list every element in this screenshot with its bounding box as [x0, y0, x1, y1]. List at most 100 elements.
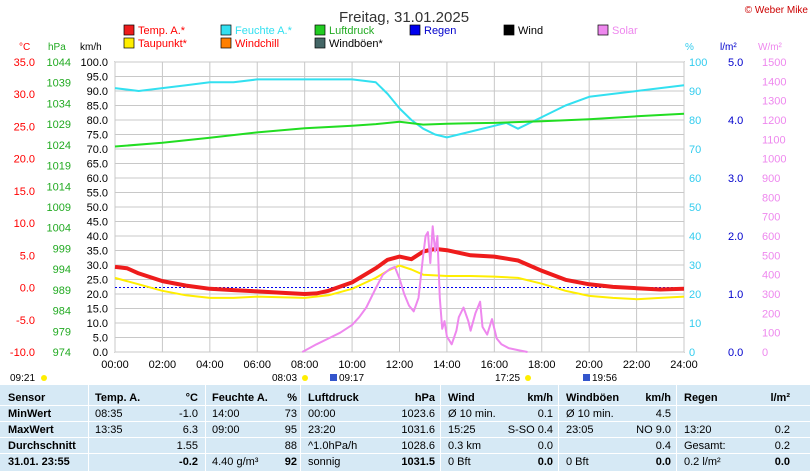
press-tick-label: 1009 [47, 202, 71, 214]
stats-value: 0.0 [537, 440, 553, 452]
legend-label: Windböen* [329, 38, 384, 50]
legend-swatch [314, 24, 326, 36]
stats-value: 0.0 [655, 456, 671, 468]
stats-header-unit: °C [185, 392, 198, 404]
wind-tick-label: 95.0 [87, 72, 108, 84]
stats-value: 4.5 [655, 408, 671, 420]
press-tick-label: 984 [53, 306, 71, 318]
stats-cell: 0 Bft [566, 456, 589, 468]
x-tick-label: 22:00 [623, 359, 651, 371]
wind-tick-label: 100.0 [80, 57, 108, 69]
stats-cell: 4.40 g/m³ [212, 456, 259, 468]
stats-cell: Gesamt: [684, 440, 726, 452]
series-line [114, 264, 685, 301]
press-tick-label: 1014 [47, 181, 71, 193]
stats-cell: 14:00 [212, 408, 240, 420]
stats-cell: 23:20 [308, 424, 336, 436]
stats-value: 1031.5 [401, 456, 435, 468]
chart-legend: Temp. A.* Feuchte A.* Luftdruck Regen Wind So… [123, 24, 638, 50]
rain-tick-label: 0.0 [728, 347, 743, 359]
stats-cell: 00:00 [308, 408, 336, 420]
hum-tick-label: 100 [689, 57, 707, 69]
stats-row-divider [0, 405, 810, 406]
temp-tick-label: 0.0 [20, 283, 35, 295]
stats-cell: 09:00 [212, 424, 240, 436]
solar-tick-label: 500 [762, 250, 780, 262]
wind-tick-label: 35.0 [87, 246, 108, 258]
legend-label: Solar [612, 25, 638, 37]
press-tick-label: 1039 [47, 78, 71, 90]
legend-swatch [220, 24, 232, 36]
sun-moon-markers: 09:21 08:03 09:17 17:25 19:56 [10, 373, 617, 384]
x-tick-label: 20:00 [575, 359, 603, 371]
wind-tick-label: 85.0 [87, 101, 108, 113]
stats-cell: 0.3 km [448, 440, 482, 452]
temp-tick-label: 20.0 [14, 154, 35, 166]
press-tick-label: 1034 [47, 98, 71, 110]
solar-tick-label: 600 [762, 231, 780, 243]
legend-label: Taupunkt* [138, 38, 188, 50]
solar-tick-label: 700 [762, 212, 780, 224]
hum-tick-label: 10 [689, 318, 701, 330]
solar-tick-label: 200 [762, 308, 780, 320]
stats-header-unit: l/m² [770, 392, 790, 404]
stats-cell: 13:35 [95, 424, 123, 436]
solar-tick-label: 1100 [762, 134, 786, 146]
stats-header: Sensor [8, 392, 46, 404]
wind-tick-label: 50.0 [87, 202, 108, 214]
wind-tick-label: 90.0 [87, 86, 108, 98]
stats-value: 0.4 [655, 440, 671, 452]
temp-tick-label: 10.0 [14, 218, 35, 230]
hum-tick-label: 20 [689, 289, 701, 301]
stats-column-divider [300, 385, 301, 471]
press-tick-label: 1044 [47, 57, 71, 69]
press-tick-label: 989 [53, 285, 71, 297]
stats-header: Regen [684, 392, 718, 404]
stats-row-divider [0, 421, 810, 422]
legend-swatch [220, 37, 232, 49]
solar-tick-label: 1200 [762, 115, 786, 127]
moonset-icon [583, 374, 590, 381]
legend-swatch [314, 37, 326, 49]
stats-column-divider [88, 385, 89, 471]
stats-cell: Ø 10 min. [566, 408, 614, 420]
temp-tick-label: -5.0 [16, 315, 35, 327]
stats-row-label: MaxWert [8, 424, 54, 436]
rain-unit: l/m² [720, 42, 737, 53]
weather-chart: Freitag, 31.01.2025 © Weber Mike Temp. A… [10, 5, 809, 384]
series-line [114, 112, 685, 148]
wind-tick-label: 30.0 [87, 260, 108, 272]
solar-tick-label: 1300 [762, 96, 786, 108]
x-tick-label: 24:00 [670, 359, 698, 371]
hum-tick-label: 30 [689, 260, 701, 272]
stats-header: Feuchte A. [212, 392, 268, 404]
x-axis-ticks: 00:00 02:00 04:00 06:00 08:00 10:00 12:00 14:00… [101, 359, 698, 371]
stats-row-label: 31.01. 23:55 [8, 456, 70, 468]
wind-tick-label: 5.0 [93, 333, 108, 345]
solar-tick-label: 1000 [762, 154, 786, 166]
legend-swatch [409, 24, 421, 36]
solar-unit: W/m² [758, 42, 783, 53]
stats-value: 0.0 [537, 456, 553, 468]
stats-cell: Ø 10 min. [448, 408, 496, 420]
wind-tick-label: 25.0 [87, 275, 108, 287]
rain-tick-label: 3.0 [728, 173, 743, 185]
stats-cell: 23:05 [566, 424, 594, 436]
stats-value: 6.3 [182, 424, 198, 436]
wind-tick-label: 55.0 [87, 188, 108, 200]
stats-row-label: MinWert [8, 408, 52, 420]
temp-tick-label: 35.0 [14, 57, 35, 69]
wind-tick-label: 60.0 [87, 173, 108, 185]
stats-value: 92 [284, 456, 297, 468]
moonrise-label: 09:17 [339, 373, 364, 384]
temp-tick-label: 5.0 [20, 250, 35, 262]
stats-header-unit: km/h [645, 392, 671, 404]
chart-series [114, 78, 685, 353]
x-tick-label: 06:00 [243, 359, 271, 371]
hum-tick-label: 80 [689, 115, 701, 127]
legend-swatch [123, 24, 135, 36]
hum-tick-label: 40 [689, 231, 701, 243]
series-line [301, 225, 528, 353]
press-unit: hPa [48, 42, 66, 53]
x-tick-label: 14:00 [433, 359, 461, 371]
